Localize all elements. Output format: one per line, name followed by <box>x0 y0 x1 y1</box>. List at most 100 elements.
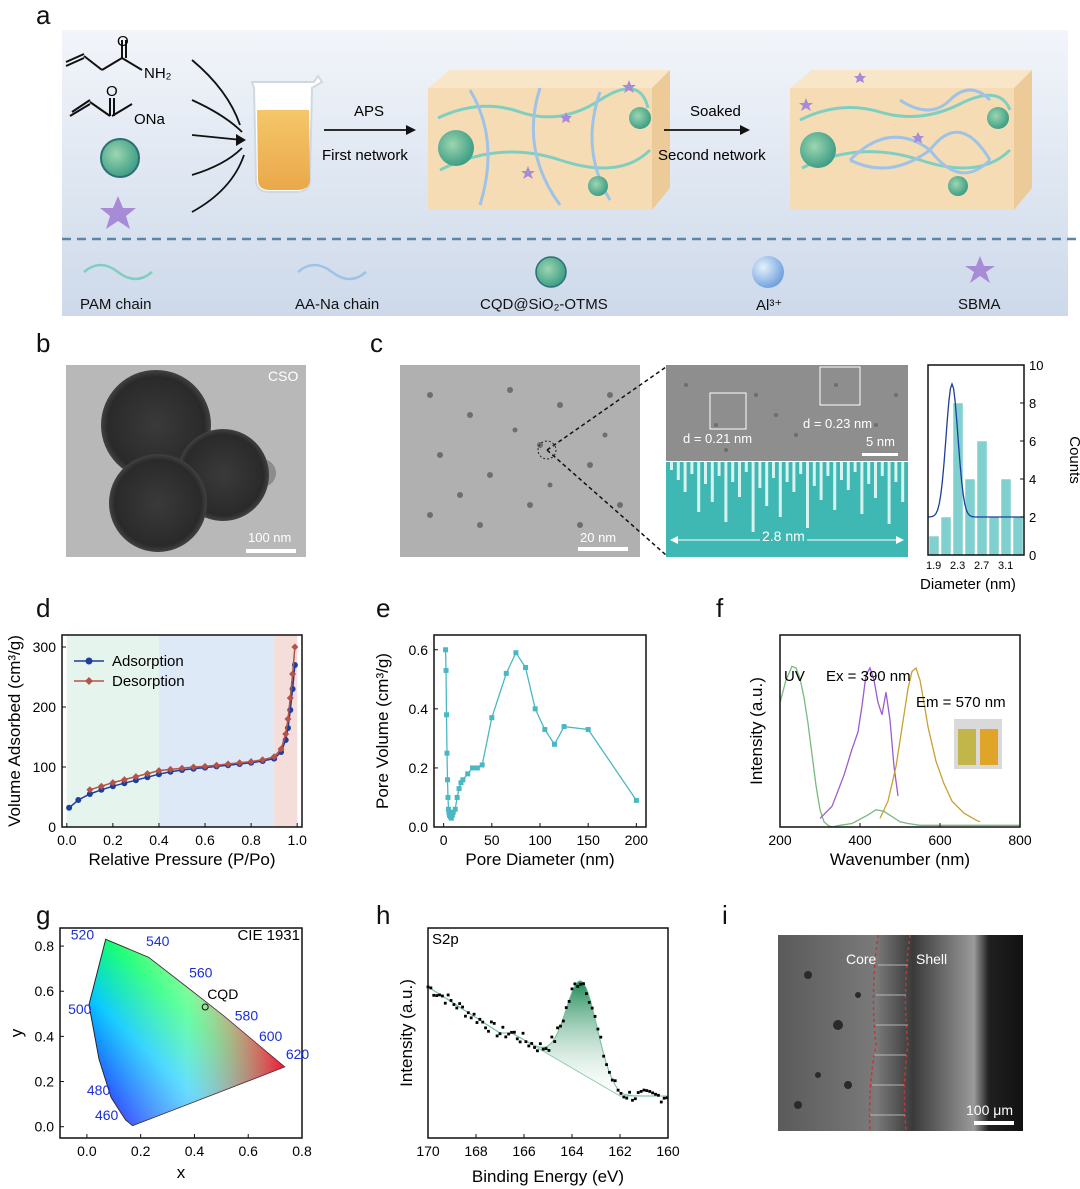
xps-data-point <box>559 1024 562 1028</box>
xps-data-point <box>605 1063 608 1067</box>
profile-stripe <box>860 462 864 514</box>
cqd-point-label: CQD <box>207 986 238 1002</box>
chart-cie-1931: 0.0 0.2 0.4 0.6 0.8 0.0 0.2 0.4 0.6 0.8 x y CIE 1931… <box>7 926 312 1182</box>
profile-length: 2.8 nm <box>760 528 807 544</box>
legend-label: Desorption <box>112 673 185 690</box>
y-tick-label: 0.6 <box>35 983 55 999</box>
y-tick-label: 100 <box>33 759 57 775</box>
xps-data-point <box>550 1035 554 1039</box>
pore-data-point <box>454 794 460 800</box>
xps-data-point <box>449 999 453 1002</box>
profile-stripe <box>840 462 843 480</box>
pore-data-point <box>479 762 485 768</box>
y-tick-label: 200 <box>33 699 57 715</box>
y-tick-label: 0.8 <box>35 938 55 954</box>
adsorption-point <box>66 804 73 811</box>
xps-data-point <box>665 1096 669 1100</box>
xps-data-point <box>530 1042 534 1045</box>
x-tick-label: 150 <box>577 832 601 848</box>
x-tick-label: 168 <box>464 1143 488 1159</box>
spectra-frame <box>779 634 1021 828</box>
tem-tag-cso: CSO <box>268 368 299 384</box>
adsorption-point <box>75 797 82 803</box>
x-tick-label: 0.6 <box>195 832 215 848</box>
x-tick-label: 164 <box>560 1143 584 1159</box>
chart-pore-distribution: 0.0 0.2 0.4 0.6 0 50 100 150 200 Pore Diameter (n… <box>373 634 648 869</box>
xps-data-point <box>429 986 433 990</box>
zoom-lines <box>546 366 667 556</box>
profile-stripe <box>894 462 898 482</box>
xps-data-point <box>625 1096 629 1100</box>
beaker-icon <box>250 74 324 193</box>
wavelength-label: 560 <box>189 965 213 981</box>
pore-data-point <box>452 806 458 812</box>
pore-data-point <box>585 727 591 733</box>
desorption-point <box>284 715 292 723</box>
panel-a-schematic: O NH₂ O ONa APS First network <box>62 30 1080 316</box>
profile-stripe <box>690 462 694 474</box>
pore-data-point <box>513 650 519 656</box>
panel-label-i: i <box>722 900 728 930</box>
x-axis-label: Pore Diameter (nm) <box>465 850 614 869</box>
chart-bet-isotherm: 0 100 200 300 0.0 0.2 0.4 0.6 0.8 1.0 Relative Pre… <box>5 634 307 869</box>
wavelength-label: 600 <box>259 1028 283 1044</box>
xps-data-point <box>662 1096 666 1100</box>
profile-stripe <box>697 462 701 512</box>
xps-data-point <box>435 994 439 997</box>
desorption-point <box>155 767 163 775</box>
histogram-bar <box>1012 516 1024 556</box>
profile-stripe <box>676 462 680 480</box>
desorption-point <box>270 753 278 761</box>
legend-sbma: SBMA <box>958 296 1001 313</box>
x-tick-label: 600 <box>928 832 952 848</box>
xps-data-point <box>657 1093 660 1097</box>
xps-data-point <box>441 994 444 998</box>
xps-data-point <box>579 982 583 986</box>
desorption-point <box>282 730 290 738</box>
xps-data-point <box>481 1020 485 1024</box>
x-tick-label: 0.0 <box>57 832 77 848</box>
wavelength-label: 520 <box>71 926 95 942</box>
x-tick-label: 0 <box>440 832 448 848</box>
uv-label: UV <box>784 668 805 685</box>
xps-data-point <box>504 1035 508 1039</box>
ex-label: Ex = 390 nm <box>826 668 911 685</box>
xps-data-point <box>541 1047 545 1051</box>
y-tick-label: 0.2 <box>409 760 429 776</box>
x-tick-label: 0.6 <box>238 1143 258 1159</box>
xps-data-point <box>489 1020 493 1024</box>
pore-data-point <box>443 667 449 673</box>
acrylamide-structure <box>65 40 143 71</box>
xps-data-point <box>628 1090 631 1094</box>
xps-data-point <box>498 1032 502 1036</box>
xps-data-point <box>631 1098 634 1102</box>
xps-data-point <box>622 1095 626 1099</box>
xps-data-point <box>561 1019 565 1023</box>
x-tick-label: 0.4 <box>185 1143 205 1159</box>
profile-stripe <box>792 462 796 492</box>
region-shade <box>158 635 275 827</box>
x-tick-label: 2.7 <box>974 560 989 572</box>
x-tick-label: 166 <box>512 1143 536 1159</box>
xps-data-point <box>599 1035 603 1039</box>
pore-frame <box>433 634 647 828</box>
pore-data-point <box>523 664 529 670</box>
desorption-point <box>120 776 128 784</box>
legend-marker <box>85 657 93 665</box>
x-tick-label: 50 <box>484 832 500 848</box>
xps-data-point <box>533 1046 536 1049</box>
panel-label-g: g <box>36 900 51 930</box>
y-tick-label: 8 <box>1029 396 1036 411</box>
xps-data-point <box>538 1042 542 1046</box>
step2-bottom-label: Second network <box>658 147 766 164</box>
lattice-d1: d = 0.21 nm <box>683 431 753 446</box>
step2-top-label: Soaked <box>690 103 741 120</box>
xps-data-point <box>576 985 580 988</box>
histogram-bar <box>988 516 1000 556</box>
desorption-point <box>143 770 151 778</box>
desorption-point <box>259 756 267 764</box>
spectrum-line-ex <box>819 666 899 819</box>
profile-stripe <box>738 462 741 497</box>
xps-data-point <box>616 1088 620 1092</box>
vial-right <box>980 729 998 765</box>
